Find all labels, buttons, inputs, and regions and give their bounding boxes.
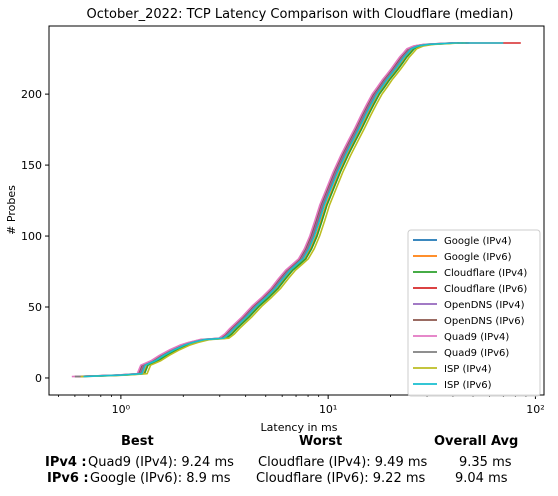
ipv6-worst: Cloudflare (IPv6): 9.22 ms xyxy=(256,471,426,486)
ipv6-best: Google (IPv6): 8.9 ms xyxy=(90,471,231,486)
legend-label: Quad9 (IPv4) xyxy=(444,332,509,343)
axis-layer: 0 50 100 150 200 10⁰ 10¹ 10² xyxy=(21,88,545,416)
series-line xyxy=(76,42,462,378)
legend: Google (IPv4) Google (IPv6) Cloudflare (IP… xyxy=(407,229,541,397)
series-layer xyxy=(71,42,521,378)
legend-box xyxy=(407,229,541,397)
x-tick-label: 10⁰ xyxy=(112,403,131,416)
x-tick-label: 10² xyxy=(526,403,544,416)
worst-header: Worst xyxy=(299,434,343,449)
series-line xyxy=(77,42,464,378)
ipv4-row-label: IPv4 : xyxy=(45,455,87,470)
series-line xyxy=(80,42,466,378)
legend-label: Cloudflare (IPv6) xyxy=(444,284,527,295)
y-tick-label: 50 xyxy=(28,301,42,314)
legend-label: OpenDNS (IPv6) xyxy=(444,316,525,327)
legend-label: Quad9 (IPv6) xyxy=(444,348,509,359)
ipv6-avg: 9.04 ms xyxy=(455,471,508,486)
legend-label: Google (IPv6) xyxy=(444,252,512,263)
y-tick-label: 150 xyxy=(21,159,42,172)
y-axis-label: # Probes xyxy=(5,185,18,235)
latency-cdf-chart: October_2022: TCP Latency Comparison wit… xyxy=(5,7,545,434)
best-header: Best xyxy=(121,434,154,449)
avg-header: Overall Avg xyxy=(434,434,519,449)
legend-label: ISP (IPv6) xyxy=(444,380,492,391)
ipv4-worst: Cloudflare (IPv4): 9.49 ms xyxy=(258,455,428,470)
plot-frame xyxy=(48,25,545,396)
series-line xyxy=(74,42,453,378)
y-tick-label: 100 xyxy=(21,230,42,243)
series-line xyxy=(71,42,458,378)
series-line xyxy=(83,42,504,378)
chart-title: October_2022: TCP Latency Comparison wit… xyxy=(87,7,514,22)
legend-label: Google (IPv4) xyxy=(444,236,512,247)
x-axis-label: Latency in ms xyxy=(261,421,338,434)
legend-label: OpenDNS (IPv4) xyxy=(444,300,525,311)
ipv4-best: Quad9 (IPv4): 9.24 ms xyxy=(88,455,234,470)
y-tick-label: 200 xyxy=(21,88,42,101)
ipv6-row-label: IPv6 : xyxy=(47,471,89,486)
ipv4-avg: 9.35 ms xyxy=(459,455,512,470)
series-line xyxy=(74,42,460,378)
y-tick-label: 0 xyxy=(35,372,42,385)
x-tick-label: 10¹ xyxy=(319,403,337,416)
legend-label: Cloudflare (IPv4) xyxy=(444,268,527,279)
legend-label: ISP (IPv4) xyxy=(444,364,492,375)
